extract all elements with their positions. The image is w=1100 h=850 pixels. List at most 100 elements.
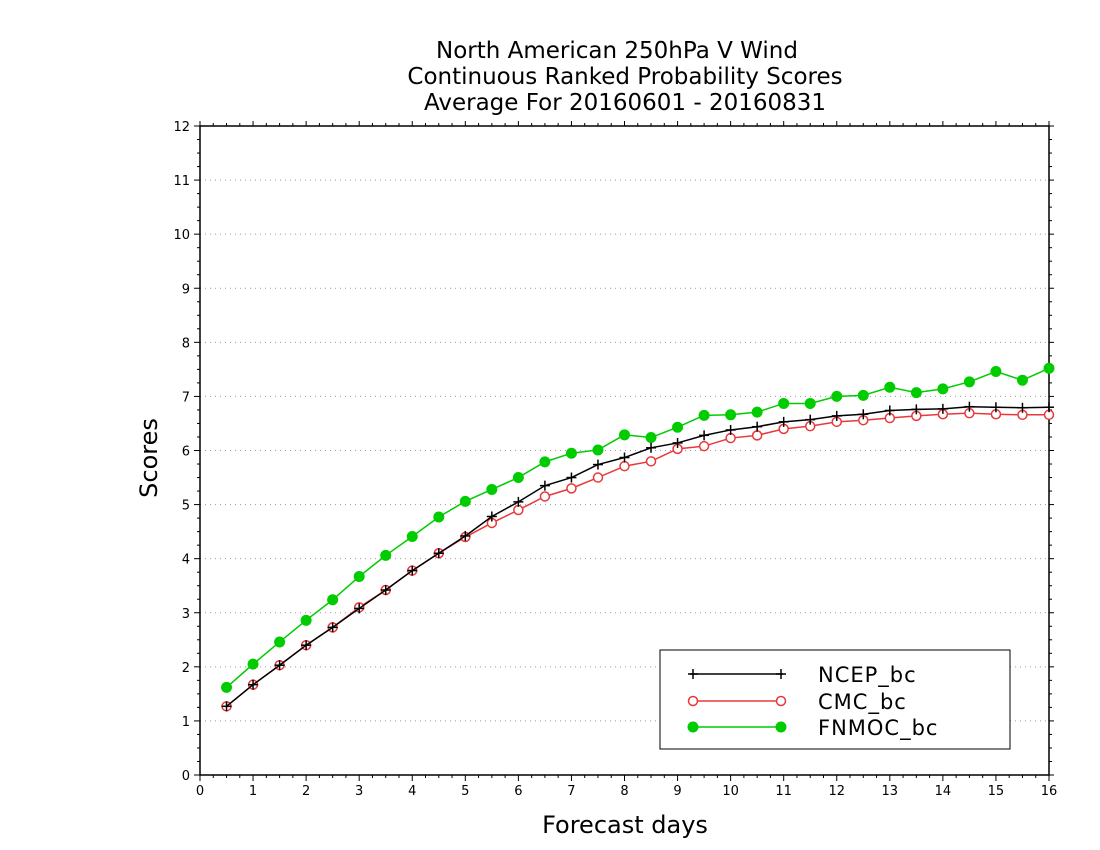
- legend-label-cmc-bc: CMC_bc: [818, 690, 907, 715]
- x-tick-label: 16: [1041, 784, 1058, 799]
- data-point-fnmoc-bc: [274, 636, 286, 648]
- data-point-fnmoc-bc: [884, 381, 896, 393]
- data-point-ncep-bc: [619, 452, 630, 463]
- data-point-fnmoc-bc: [645, 432, 657, 444]
- data-point-ncep-bc: [646, 442, 657, 453]
- x-tick-label: 2: [302, 784, 310, 799]
- data-point-fnmoc-bc: [327, 594, 339, 606]
- y-tick-label: 9: [182, 282, 190, 297]
- data-point-cmc-bc: [566, 483, 577, 494]
- x-tick-label: 7: [567, 784, 575, 799]
- data-point-ncep-bc: [221, 701, 232, 712]
- legend-marker-end-cmc-bc: [775, 695, 787, 707]
- data-point-ncep-bc: [433, 548, 444, 559]
- data-point-ncep-bc: [566, 472, 577, 483]
- data-point-fnmoc-bc: [406, 530, 418, 542]
- legend-marker-start-ncep-bc: [688, 669, 698, 679]
- legend-marker-end-fnmoc-bc: [775, 721, 787, 733]
- data-point-ncep-bc: [937, 403, 948, 414]
- x-tick-label: 3: [355, 784, 363, 799]
- data-point-ncep-bc: [380, 585, 391, 596]
- y-tick-label: 6: [182, 445, 190, 460]
- data-point-ncep-bc: [805, 414, 816, 425]
- data-point-fnmoc-bc: [459, 495, 471, 507]
- data-point-ncep-bc: [990, 402, 1001, 413]
- x-tick-label: 4: [408, 784, 416, 799]
- x-tick-label: 8: [620, 784, 628, 799]
- data-point-fnmoc-bc: [353, 571, 365, 583]
- data-point-fnmoc-bc: [672, 421, 684, 433]
- data-point-ncep-bc: [911, 404, 922, 415]
- data-point-fnmoc-bc: [937, 383, 949, 395]
- data-point-cmc-bc: [751, 430, 763, 441]
- data-point-ncep-bc: [460, 530, 471, 541]
- data-point-ncep-bc: [858, 409, 869, 420]
- y-tick-label: 7: [182, 390, 190, 405]
- x-tick-label: 5: [461, 784, 469, 799]
- data-point-cmc-bc: [539, 491, 551, 502]
- legend-marker-end-ncep-bc: [776, 669, 786, 679]
- data-point-fnmoc-bc: [512, 472, 524, 484]
- data-point-fnmoc-bc: [565, 447, 577, 459]
- data-point-ncep-bc: [884, 405, 895, 416]
- legend-label-fnmoc-bc: FNMOC_bc: [818, 716, 938, 741]
- data-point-ncep-bc: [964, 401, 975, 412]
- data-point-fnmoc-bc: [751, 406, 763, 418]
- data-point-ncep-bc: [274, 660, 285, 671]
- data-series: [221, 362, 1055, 712]
- data-point-cmc-bc: [698, 440, 710, 452]
- data-point-fnmoc-bc: [380, 549, 392, 561]
- series-fnmoc-bc: [221, 362, 1055, 693]
- legend-box: [659, 649, 1011, 750]
- data-point-fnmoc-bc: [221, 681, 233, 693]
- y-tick-label: 8: [182, 336, 190, 351]
- y-tick-label: 12: [173, 120, 190, 135]
- x-tick-label: 0: [196, 784, 204, 799]
- x-tick-label: 13: [882, 784, 899, 799]
- data-point-ncep-bc: [752, 421, 763, 432]
- data-point-ncep-bc: [407, 565, 418, 576]
- data-point-ncep-bc: [831, 410, 842, 421]
- x-tick-label: 12: [828, 784, 845, 799]
- data-point-fnmoc-bc: [990, 366, 1002, 378]
- data-point-fnmoc-bc: [247, 658, 259, 670]
- data-point-fnmoc-bc: [1043, 362, 1055, 374]
- data-point-fnmoc-bc: [963, 376, 975, 388]
- title-line-1: North American 250hPa V Wind: [436, 38, 798, 64]
- data-point-fnmoc-bc: [433, 511, 445, 523]
- y-tick-label: 0: [182, 769, 190, 784]
- data-point-ncep-bc: [539, 480, 550, 491]
- data-point-fnmoc-bc: [1016, 374, 1028, 386]
- data-point-fnmoc-bc: [831, 390, 843, 402]
- data-point-fnmoc-bc: [910, 387, 922, 399]
- series-line-fnmoc-bc: [226, 367, 1050, 688]
- data-point-fnmoc-bc: [486, 483, 498, 495]
- data-point-ncep-bc: [592, 459, 603, 470]
- data-point-fnmoc-bc: [539, 456, 551, 468]
- gridlines: [200, 179, 1049, 722]
- y-tick-label: 4: [182, 553, 190, 568]
- data-point-ncep-bc: [699, 430, 710, 441]
- data-point-ncep-bc: [248, 679, 259, 690]
- y-tick-label: 2: [182, 661, 190, 676]
- legend-item-cmc-bc: CMC_bc: [687, 690, 907, 715]
- data-point-ncep-bc: [778, 416, 789, 427]
- data-point-ncep-bc: [327, 622, 338, 633]
- data-point-ncep-bc: [1017, 402, 1028, 413]
- x-tick-label: 6: [514, 784, 522, 799]
- data-point-fnmoc-bc: [725, 409, 737, 421]
- title-line-2: Continuous Ranked Probability Scores: [407, 64, 842, 90]
- x-tick-label: 9: [673, 784, 681, 799]
- chart-title: North American 250hPa V Wind Continuous …: [407, 38, 842, 116]
- data-point-ncep-bc: [672, 437, 683, 448]
- data-point-ncep-bc: [513, 496, 524, 507]
- y-tick-label: 3: [182, 607, 190, 622]
- y-tick-label: 1: [182, 715, 190, 730]
- x-tick-label: 15: [988, 784, 1005, 799]
- x-axis-label: Forecast days: [542, 811, 708, 839]
- data-point-fnmoc-bc: [698, 409, 710, 421]
- y-tick-label: 5: [182, 499, 190, 514]
- x-tick-label: 14: [935, 784, 952, 799]
- legend-item-fnmoc-bc: FNMOC_bc: [687, 716, 938, 741]
